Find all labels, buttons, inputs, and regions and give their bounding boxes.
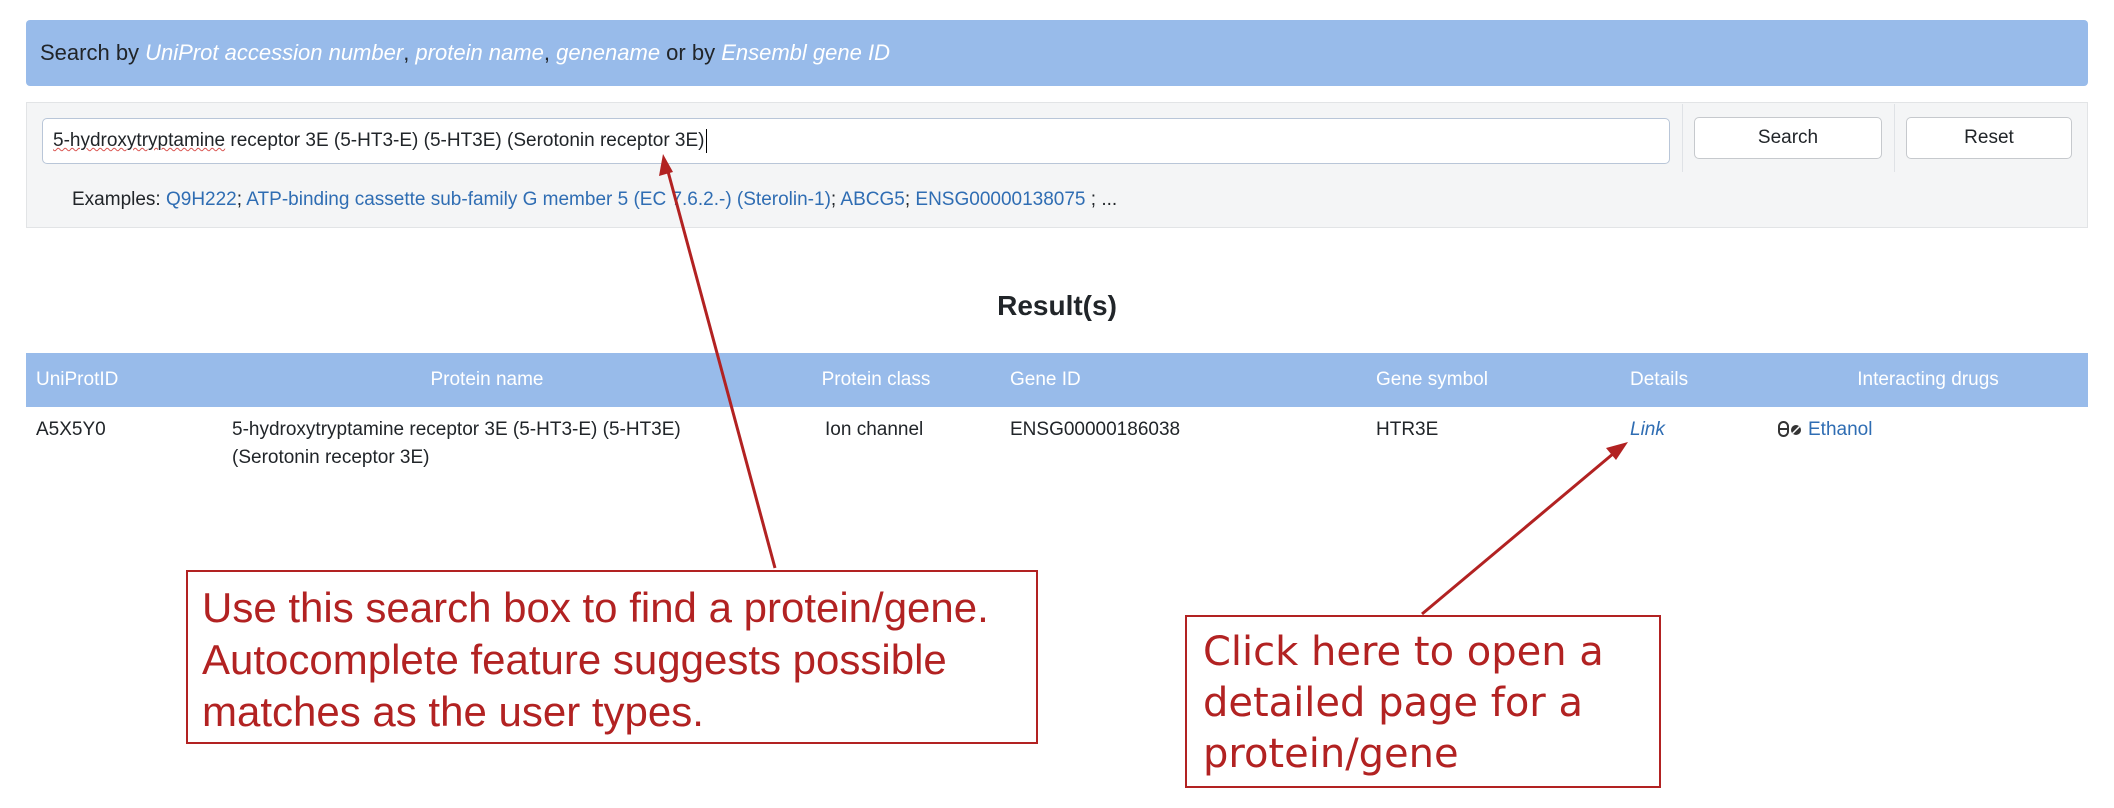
annotation-link-line-1: Click here to open a: [1203, 629, 1604, 675]
annotation-search-line-2: Autocomplete feature suggests possible: [202, 636, 947, 683]
annotation-search-box: Use this search box to find a protein/ge…: [186, 570, 1038, 744]
cell-protein-name: 5-hydroxytryptamine receptor 3E (5-HT3-E…: [232, 416, 752, 472]
annotation-link-line-2: detailed page for a: [1203, 680, 1583, 726]
cell-protein-name-line-2: (Serotonin receptor 3E): [232, 447, 430, 468]
instructions-sep-3: or by: [660, 40, 722, 65]
cell-protein-class: Ion channel: [825, 419, 924, 440]
column-header-protein-class[interactable]: Protein class: [821, 369, 931, 390]
reset-button[interactable]: Reset: [1906, 117, 2072, 159]
results-title: Result(s): [997, 290, 1117, 321]
text-caret: [705, 128, 707, 153]
cell-protein-name-line-1: 5-hydroxytryptamine receptor 3E (5-HT3-E…: [232, 419, 681, 440]
column-header-protein-name[interactable]: Protein name: [430, 369, 544, 390]
column-header-uniprotid[interactable]: UniProtID: [36, 369, 119, 390]
results-table-header: [26, 353, 2088, 407]
divider: [1894, 104, 1895, 172]
annotation-link-line-3: protein/gene: [1203, 731, 1459, 777]
search-button[interactable]: Search: [1694, 117, 1882, 159]
example-link-accession[interactable]: Q9H222: [165, 189, 237, 210]
pills-icon: [1778, 416, 1802, 444]
column-header-interacting-drugs[interactable]: Interacting drugs: [1857, 369, 1999, 390]
cell-gene-id: ENSG00000186038: [1010, 419, 1181, 440]
example-link-genename[interactable]: ABCG5: [840, 189, 905, 210]
example-link-ensembl[interactable]: ENSG00000138075: [915, 189, 1086, 210]
column-header-gene-id[interactable]: Gene ID: [1010, 369, 1081, 390]
drug-link-ethanol[interactable]: Ethanol: [1808, 419, 1873, 440]
column-header-gene-symbol[interactable]: Gene symbol: [1376, 369, 1488, 390]
search-input-value: receptor 3E (5-HT3-E) (5-HT3E) (Serotoni…: [225, 130, 705, 151]
search-arrow-head: [659, 154, 673, 176]
term-ensembl-gene-id: Ensembl gene ID: [721, 40, 890, 65]
divider: [1682, 104, 1683, 172]
link-arrow-line: [1421, 446, 1621, 616]
term-genename: genename: [556, 40, 661, 65]
instructions-sep-2: ,: [543, 40, 557, 65]
example-link-protein-name[interactable]: ATP-binding cassette sub-family G member…: [246, 189, 831, 210]
annotation-search-line-1: Use this search box to find a protein/ge…: [202, 584, 989, 631]
examples-label: Examples:: [72, 189, 166, 210]
instructions-prefix: Search by: [40, 40, 146, 65]
examples-line: Examples: Q9H222; ATP-binding cassette s…: [72, 186, 1117, 214]
search-instructions-bar: Search by UniProt accession number, prot…: [26, 20, 2088, 86]
search-arrow-line: [664, 163, 777, 569]
term-protein-name: protein name: [415, 40, 544, 65]
term-uniprot-accession: UniProt accession number: [145, 40, 404, 65]
examples-sep: ;: [904, 189, 916, 210]
examples-sep: ;: [830, 189, 841, 210]
details-link[interactable]: Link: [1630, 419, 1665, 440]
column-header-details[interactable]: Details: [1630, 369, 1689, 390]
cell-uniprot-id: A5X5Y0: [36, 419, 106, 440]
annotation-search-line-3: matches as the user types.: [202, 688, 704, 735]
cell-gene-symbol: HTR3E: [1376, 419, 1439, 440]
instructions-sep-1: ,: [403, 40, 416, 65]
annotation-details-link: Click here to open a detailed page for a…: [1185, 615, 1661, 788]
link-arrow-head: [1606, 442, 1628, 460]
cell-details: Link: [1630, 416, 1665, 444]
search-input[interactable]: 5-hydroxytryptamine receptor 3E (5-HT3-E…: [42, 118, 1670, 164]
search-input-misspelled-word: 5-hydroxytryptamine: [53, 130, 226, 151]
cell-interacting-drugs: Ethanol: [1778, 416, 1872, 444]
examples-sep: ;: [236, 189, 247, 210]
examples-trail: ; ...: [1085, 189, 1118, 210]
